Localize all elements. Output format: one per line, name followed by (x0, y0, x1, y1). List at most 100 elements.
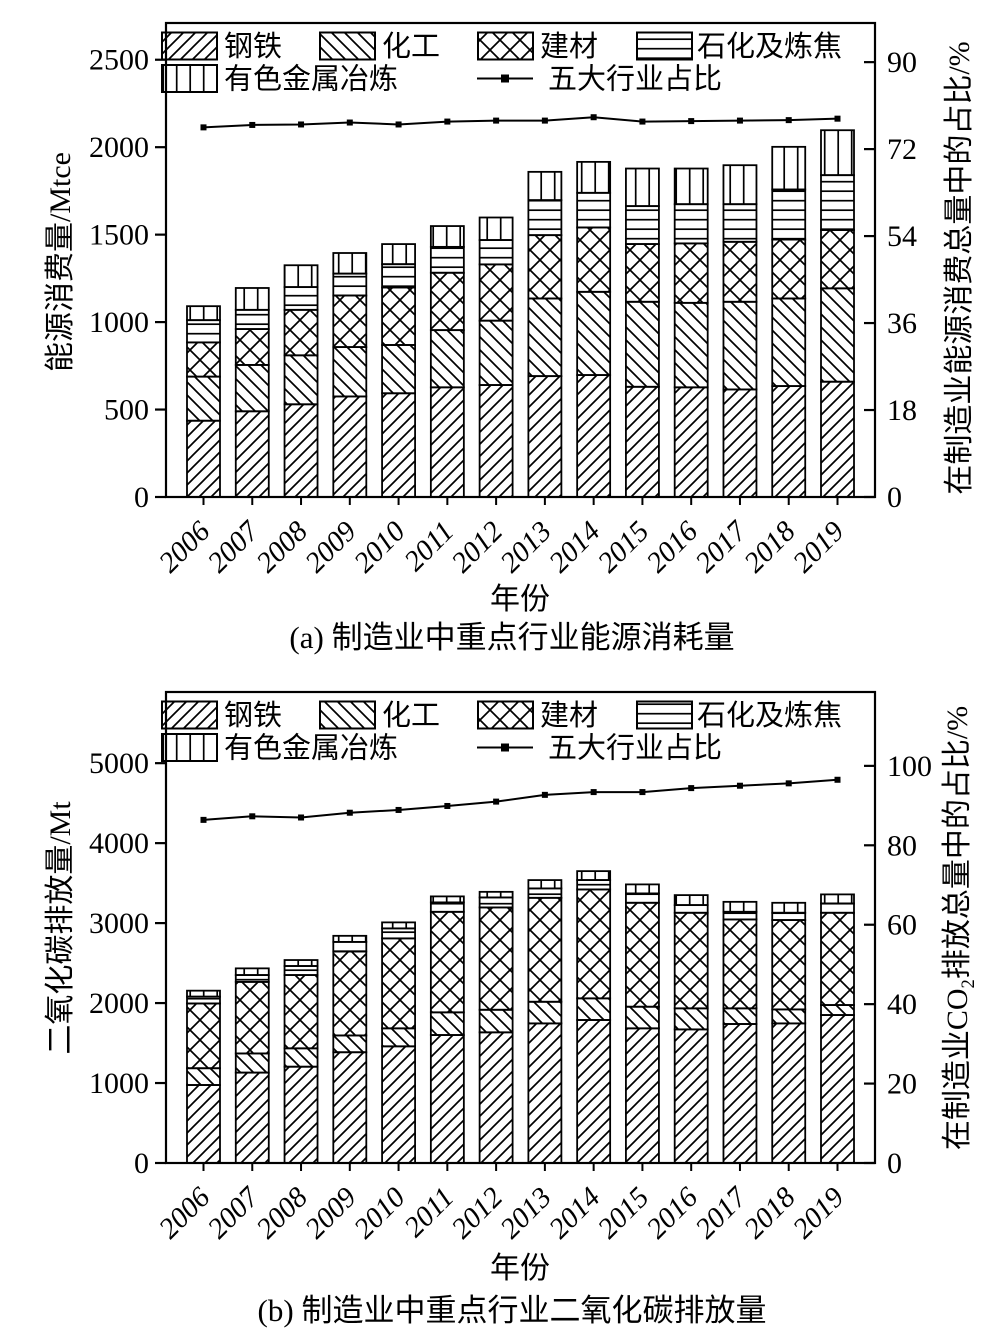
bar-segment-2015-有色金属冶炼 (625, 883, 660, 895)
bar-segment-2013-建材 (527, 234, 563, 300)
legend-swatch-钢铁 (161, 700, 218, 730)
year-tick-label: 2012 (445, 515, 509, 579)
bar-segment-2008-化工 (283, 1047, 319, 1068)
bar-segment-2018-化工 (771, 1008, 807, 1025)
bar-segment-2019-建材 (820, 229, 855, 290)
bar-segment-2012-钢铁 (478, 384, 514, 498)
bar-segment-2011-有色金属冶炼 (429, 225, 465, 248)
share-line-marker (834, 115, 841, 122)
bar-segment-2006-钢铁 (186, 419, 221, 498)
bar-segment-2018-化工 (771, 297, 807, 388)
bar-segment-2016-建材 (673, 242, 709, 304)
year-tick-label: 2009 (299, 515, 363, 579)
bar-segment-2011-石化及炼焦 (429, 245, 465, 274)
bar-segment-2018-钢铁 (771, 1022, 807, 1164)
right-tick-label: 18 (887, 394, 917, 427)
legend-swatch-有色金属冶炼 (161, 64, 218, 93)
year-tick-label: 2006 (153, 515, 217, 579)
right-tick-label: 90 (887, 46, 917, 79)
chart-b-x-axis-title: 年份 (490, 1252, 550, 1285)
bar-segment-2007-钢铁 (234, 1071, 270, 1164)
x-axis-a: 2006200720082009201020112012201320142015… (153, 497, 851, 579)
left-tick-label: 500 (104, 394, 149, 427)
chart-a-left-axis-title: 能源消费量/Mtce (44, 152, 77, 372)
year-tick-label: 2013 (494, 1181, 558, 1245)
bar-segment-2010-有色金属冶炼 (381, 243, 416, 266)
right-tick-label: 60 (887, 909, 917, 942)
bar-segment-2012-钢铁 (478, 1031, 514, 1164)
right-tick-label: 72 (887, 133, 917, 166)
share-line-marker (834, 776, 841, 783)
bar-segment-2018-石化及炼焦 (771, 188, 807, 241)
bar-segment-2009-石化及炼焦 (332, 272, 368, 297)
year-tick-label: 2011 (398, 1181, 460, 1243)
bar-segment-2007-建材 (234, 328, 270, 366)
bar-segment-2014-石化及炼焦 (576, 191, 612, 229)
legend-swatch-石化及炼焦 (636, 700, 693, 730)
legend-swatch-建材 (477, 700, 534, 730)
legend-label: 化工 (382, 699, 440, 732)
right-tick-label: 0 (887, 481, 902, 514)
year-tick-label: 2011 (398, 515, 460, 577)
bar-segment-2010-建材 (381, 286, 416, 346)
bar-segment-2008-钢铁 (283, 403, 319, 498)
right-axis-b: 0 20 40 60 80 100 (864, 750, 932, 1180)
legend-label: 石化及炼焦 (697, 30, 842, 63)
bar-segment-2008-建材 (283, 308, 319, 357)
bar-segment-2010-石化及炼焦 (381, 927, 416, 940)
share-line-marker (541, 117, 548, 124)
year-tick-label: 2019 (787, 515, 851, 579)
bar-segment-2019-钢铁 (820, 1014, 855, 1164)
left-tick-label: 1000 (89, 1067, 149, 1100)
share-line-marker (444, 118, 451, 125)
bar-segment-2006-有色金属冶炼 (186, 989, 221, 998)
bar-segment-2011-有色金属冶炼 (429, 895, 465, 904)
bar-segment-2007-石化及炼焦 (234, 974, 270, 983)
share-line-marker (298, 814, 305, 821)
bar-segment-2006-石化及炼焦 (186, 319, 221, 344)
year-tick-label: 2017 (689, 1180, 754, 1245)
legend-label: 五大行业占比 (548, 732, 722, 765)
left-tick-label: 0 (134, 1147, 149, 1180)
share-line-marker (785, 780, 792, 787)
plot-frame-b (164, 690, 877, 1165)
share-line-marker (688, 118, 695, 125)
bar-segment-2007-有色金属冶炼 (234, 287, 270, 311)
bar-segment-2006-建材 (186, 1002, 221, 1070)
bar-segment-2006-化工 (186, 375, 221, 422)
left-axis-a: 0 500 1000 1500 2000 2500 (89, 44, 166, 514)
year-tick-label: 2017 (689, 514, 754, 579)
share-line-marker (346, 809, 353, 816)
year-tick-label: 2016 (641, 1181, 705, 1245)
share-line-marker (590, 114, 597, 121)
bar-segment-2017-钢铁 (722, 388, 758, 498)
left-axis-b: 0 1000 2000 3000 4000 5000 (89, 747, 166, 1180)
bar-segment-2016-钢铁 (673, 1028, 709, 1164)
legend-swatch-石化及炼焦 (636, 31, 693, 61)
year-tick-label: 2014 (543, 1181, 607, 1245)
bar-segment-2017-有色金属冶炼 (722, 900, 758, 913)
bar-segment-2013-有色金属冶炼 (527, 170, 563, 202)
bar-segment-2015-钢铁 (625, 1027, 660, 1164)
bar-segment-2011-钢铁 (429, 386, 465, 498)
legend-label: 建材 (540, 30, 598, 63)
bar-segment-2014-石化及炼焦 (576, 879, 612, 891)
chart-b-right-axis-title-suffix: 排放总量中的占比/% (941, 705, 974, 980)
share-line-marker (346, 119, 353, 126)
share-line-marker (639, 118, 646, 125)
bar-segment-2011-建材 (429, 910, 465, 1014)
bar-segment-2009-有色金属冶炼 (332, 252, 368, 275)
bar-segment-2017-化工 (722, 300, 758, 391)
chart-a: 0500100015002000250001836547290200620072… (89, 21, 917, 579)
bar-segment-2008-有色金属冶炼 (283, 264, 319, 289)
bar-segment-2018-有色金属冶炼 (771, 901, 807, 914)
bar-segment-2008-石化及炼焦 (283, 965, 319, 976)
bar-segment-2014-有色金属冶炼 (576, 160, 612, 194)
bar-segment-2006-有色金属冶炼 (186, 305, 221, 322)
bar-segment-2013-建材 (527, 896, 563, 1003)
bar-segment-2015-化工 (625, 1005, 660, 1030)
share-line-marker (736, 782, 743, 789)
bar-segment-2010-化工 (381, 344, 416, 395)
